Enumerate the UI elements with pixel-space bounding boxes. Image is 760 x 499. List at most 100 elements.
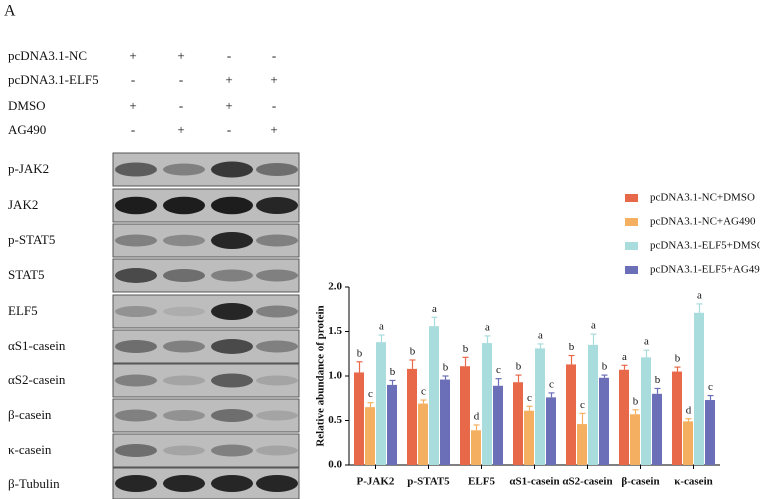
legend-label: pcDNA3.1-NC+AG490 xyxy=(650,216,756,228)
blot-band xyxy=(256,410,298,421)
bar xyxy=(429,326,439,465)
treatment-sign: + xyxy=(129,48,136,63)
significance-letter: c xyxy=(368,388,373,400)
treatment-sign: + xyxy=(177,48,184,63)
x-tick-label: ELF5 xyxy=(468,476,495,488)
bar xyxy=(482,343,492,465)
bar xyxy=(376,342,386,465)
blot-band xyxy=(163,306,205,317)
treatment-sign: - xyxy=(179,72,183,87)
treatment-label: pcDNA3.1-ELF5 xyxy=(8,72,99,87)
significance-letter: a xyxy=(644,336,649,348)
blot-label: β-casein xyxy=(8,407,52,422)
blot-label: β-Tubulin xyxy=(8,476,60,491)
significance-letter: b xyxy=(675,353,681,365)
blot-band xyxy=(211,161,253,178)
blot-label: JAK2 xyxy=(8,197,38,212)
significance-letter: a xyxy=(622,351,627,363)
x-tick-label: αS1-casein xyxy=(509,476,559,488)
significance-letter: c xyxy=(496,364,501,376)
significance-letter: c xyxy=(580,399,585,411)
blot-band xyxy=(163,340,205,353)
blot-band xyxy=(163,196,205,215)
bar xyxy=(354,372,364,465)
bar xyxy=(672,371,682,465)
significance-letter: a xyxy=(485,321,490,333)
x-tick-label: αS2-casein xyxy=(562,476,612,488)
treatment-label: AG490 xyxy=(8,122,46,137)
treatment-sign: - xyxy=(227,48,231,63)
treatment-sign: - xyxy=(272,48,276,63)
bar xyxy=(524,410,534,465)
blot-band xyxy=(163,163,205,176)
treatment-sign: + xyxy=(225,98,232,113)
significance-letter: a xyxy=(697,289,702,301)
bar xyxy=(588,344,598,465)
blot-label: αS2-casein xyxy=(8,372,66,387)
legend-swatch xyxy=(625,218,638,226)
bar xyxy=(418,403,428,465)
blot-band xyxy=(256,163,298,176)
bar xyxy=(599,377,609,465)
blot-band xyxy=(256,234,298,247)
treatment-label: DMSO xyxy=(8,98,46,113)
blot-band xyxy=(256,197,298,214)
significance-letter: b xyxy=(463,343,469,355)
bar xyxy=(694,312,704,465)
blot-band xyxy=(211,196,253,215)
blot-band xyxy=(256,340,298,353)
blot-band xyxy=(211,303,253,320)
treatment-sign: - xyxy=(227,122,231,137)
blot-band xyxy=(163,475,205,492)
x-tick-label: p-STAT5 xyxy=(407,476,450,488)
significance-letter: c xyxy=(527,392,532,404)
x-tick-label: κ-casein xyxy=(674,476,713,488)
blot-band xyxy=(163,410,205,421)
significance-letter: b xyxy=(443,362,449,374)
bar xyxy=(577,424,587,465)
bar xyxy=(407,368,417,465)
blot-band xyxy=(115,268,157,283)
blot-band xyxy=(211,269,253,282)
bar xyxy=(705,400,715,465)
blot-label: p-STAT5 xyxy=(8,232,55,247)
x-tick-label: β-casein xyxy=(621,476,659,488)
blot-band xyxy=(115,374,157,387)
bar xyxy=(641,357,651,465)
blot-band xyxy=(256,475,298,492)
bar xyxy=(630,414,640,465)
blot-band xyxy=(115,340,157,353)
x-tick-label: P-JAK2 xyxy=(357,476,395,488)
blot-band xyxy=(115,409,157,422)
blot-label: ELF5 xyxy=(8,303,38,318)
blot-label: p-JAK2 xyxy=(8,161,49,176)
legend-label: pcDNA3.1-NC+DMSO xyxy=(650,192,755,204)
blot-band xyxy=(211,444,253,457)
y-axis-label: Relative abundance of protein xyxy=(315,305,327,446)
significance-letter: c xyxy=(421,386,426,398)
legend-swatch xyxy=(625,242,638,250)
bar xyxy=(619,369,629,465)
bar xyxy=(493,385,503,465)
significance-letter: b xyxy=(633,395,639,407)
y-tick-label: 0.5 xyxy=(328,414,342,426)
bar xyxy=(387,384,397,465)
bar xyxy=(683,421,693,465)
blot-band xyxy=(115,306,157,317)
significance-letter: b xyxy=(569,341,575,353)
bar xyxy=(440,379,450,465)
blot-band xyxy=(163,269,205,282)
blot-band xyxy=(115,444,157,457)
significance-letter: b xyxy=(655,374,661,386)
legend-label: pcDNA3.1-ELF5+AG490 xyxy=(650,264,760,276)
blot-band xyxy=(115,162,157,177)
blot-band xyxy=(211,373,253,388)
treatment-sign: - xyxy=(131,72,135,87)
blot-band xyxy=(211,232,253,249)
blot-band xyxy=(163,445,205,456)
significance-letter: a xyxy=(379,321,384,333)
y-tick-label: 2.0 xyxy=(328,281,342,293)
treatment-sign: + xyxy=(270,72,277,87)
blot-band xyxy=(256,269,298,282)
legend-label: pcDNA3.1-ELF5+DMSO xyxy=(650,240,760,252)
